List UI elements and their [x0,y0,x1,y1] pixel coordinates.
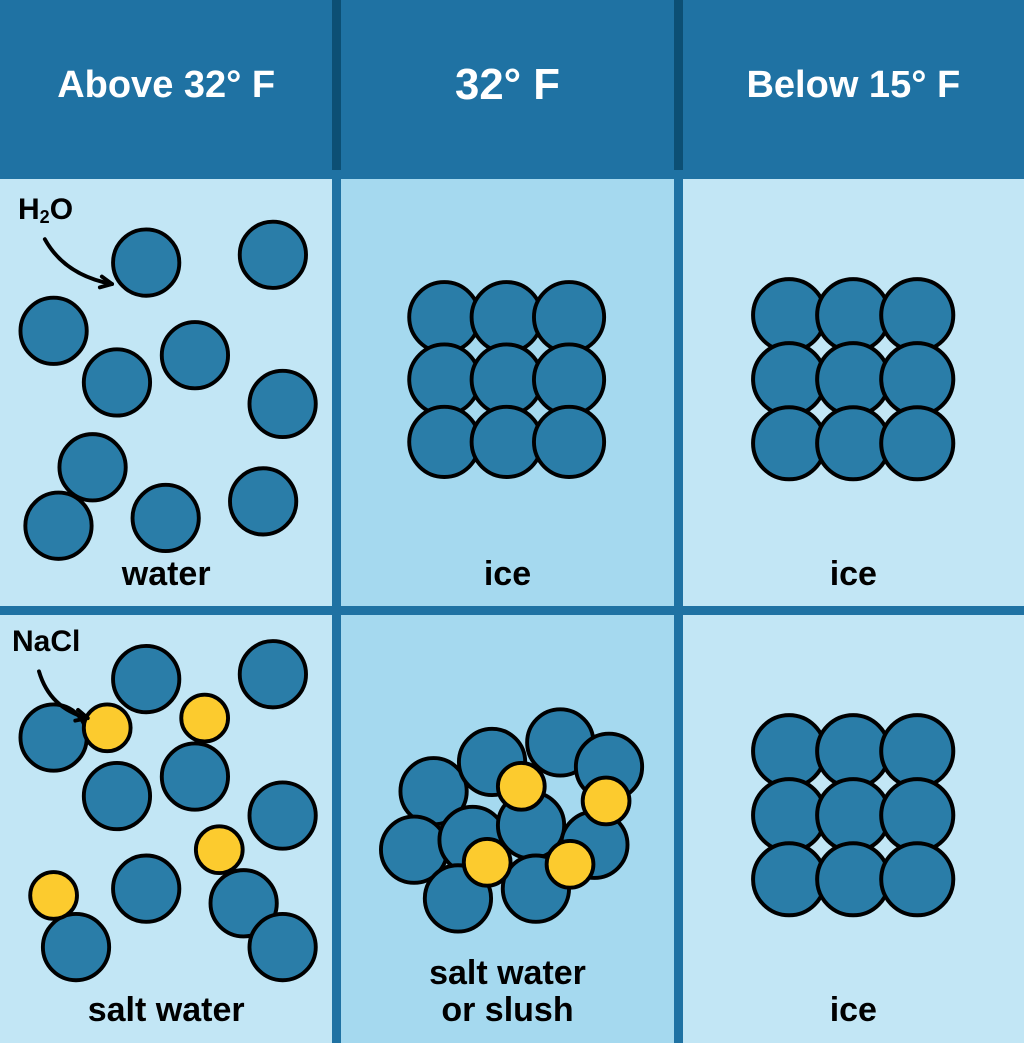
cell-caption: salt water [0,992,332,1029]
cell-caption: ice [683,556,1024,593]
molecule-diagram [341,179,673,606]
diagram-cell: ice [683,606,1024,1042]
column-header: Above 32° F [0,0,341,170]
cell-caption: water [0,556,332,593]
diagram-cell: salt wateror slush [341,606,682,1042]
diagram-cell: NaCl salt water [0,606,341,1042]
molecule-diagram [0,615,332,1042]
column-header: Below 15° F [683,0,1024,170]
diagram-cell: H2O water [0,170,341,606]
molecule-annotation: NaCl [12,625,80,659]
molecule-diagram [683,179,1024,606]
cell-caption: ice [341,556,673,593]
cell-caption: salt wateror slush [341,955,673,1028]
molecule-diagram [0,179,332,606]
molecule-diagram [683,615,1024,1042]
diagram-cell: ice [683,170,1024,606]
cell-caption: ice [683,992,1024,1029]
column-header: 32° F [341,0,682,170]
molecule-annotation: H2O [18,193,73,227]
diagram-cell: ice [341,170,682,606]
